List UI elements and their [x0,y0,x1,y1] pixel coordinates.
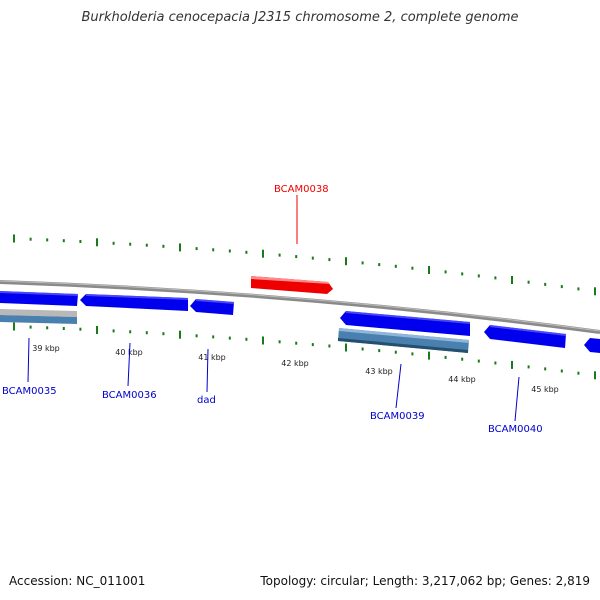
tick-label-43kbp: 43 kbp [365,367,393,376]
gene-leader-lines [27,337,520,422]
gene-arrow-bcam0041[interactable] [584,338,600,353]
tick-label-45kbp: 45 kbp [531,385,559,394]
gene-arrow-bcam0040[interactable] [484,325,566,348]
outer-tick-ring [13,234,596,296]
map-title: Burkholderia cenocepacia J2315 chromosom… [81,10,519,25]
accession-text: Accession: NC_011001 [9,574,146,588]
gene-label-bcam0038[interactable]: BCAM0038 [274,184,329,195]
tick-label-40kbp: 40 kbp [115,348,143,357]
gene-label-bcam0036[interactable]: BCAM0036 [102,390,157,401]
gene-arrow-bcam0039[interactable] [340,311,470,336]
topology-summary: Topology: circular; Length: 3,217,062 bp… [260,574,590,588]
feature-steel-bar-right-shine [339,328,469,343]
feature-steel-bar-left [0,315,77,324]
gene-label-bcam0035[interactable]: BCAM0035 [2,386,57,397]
genome-backbone-highlight [0,280,600,332]
genome-backbone [0,280,600,334]
gene-arrow-bcam0038-shine [251,276,330,284]
gene-arrow-bcam0038[interactable] [251,276,333,294]
tick-label-42kbp: 42 kbp [281,359,309,368]
gene-label-dad[interactable]: dad [197,395,216,406]
feature-steel-bar-right [338,328,469,353]
gene-label-bcam0039[interactable]: BCAM0039 [370,411,425,422]
feature-steel-bar-right-shadow [338,338,468,353]
tick-label-44kbp: 44 kbp [448,375,476,384]
feature-grey-bar [0,309,77,317]
gene-arrow-shine [0,291,566,336]
gene-label-bcam0040[interactable]: BCAM0040 [488,424,543,435]
tick-label-41kbp: 41 kbp [198,353,226,362]
tick-label-39kbp: 39 kbp [32,344,60,353]
inner-tick-ring [13,322,596,380]
